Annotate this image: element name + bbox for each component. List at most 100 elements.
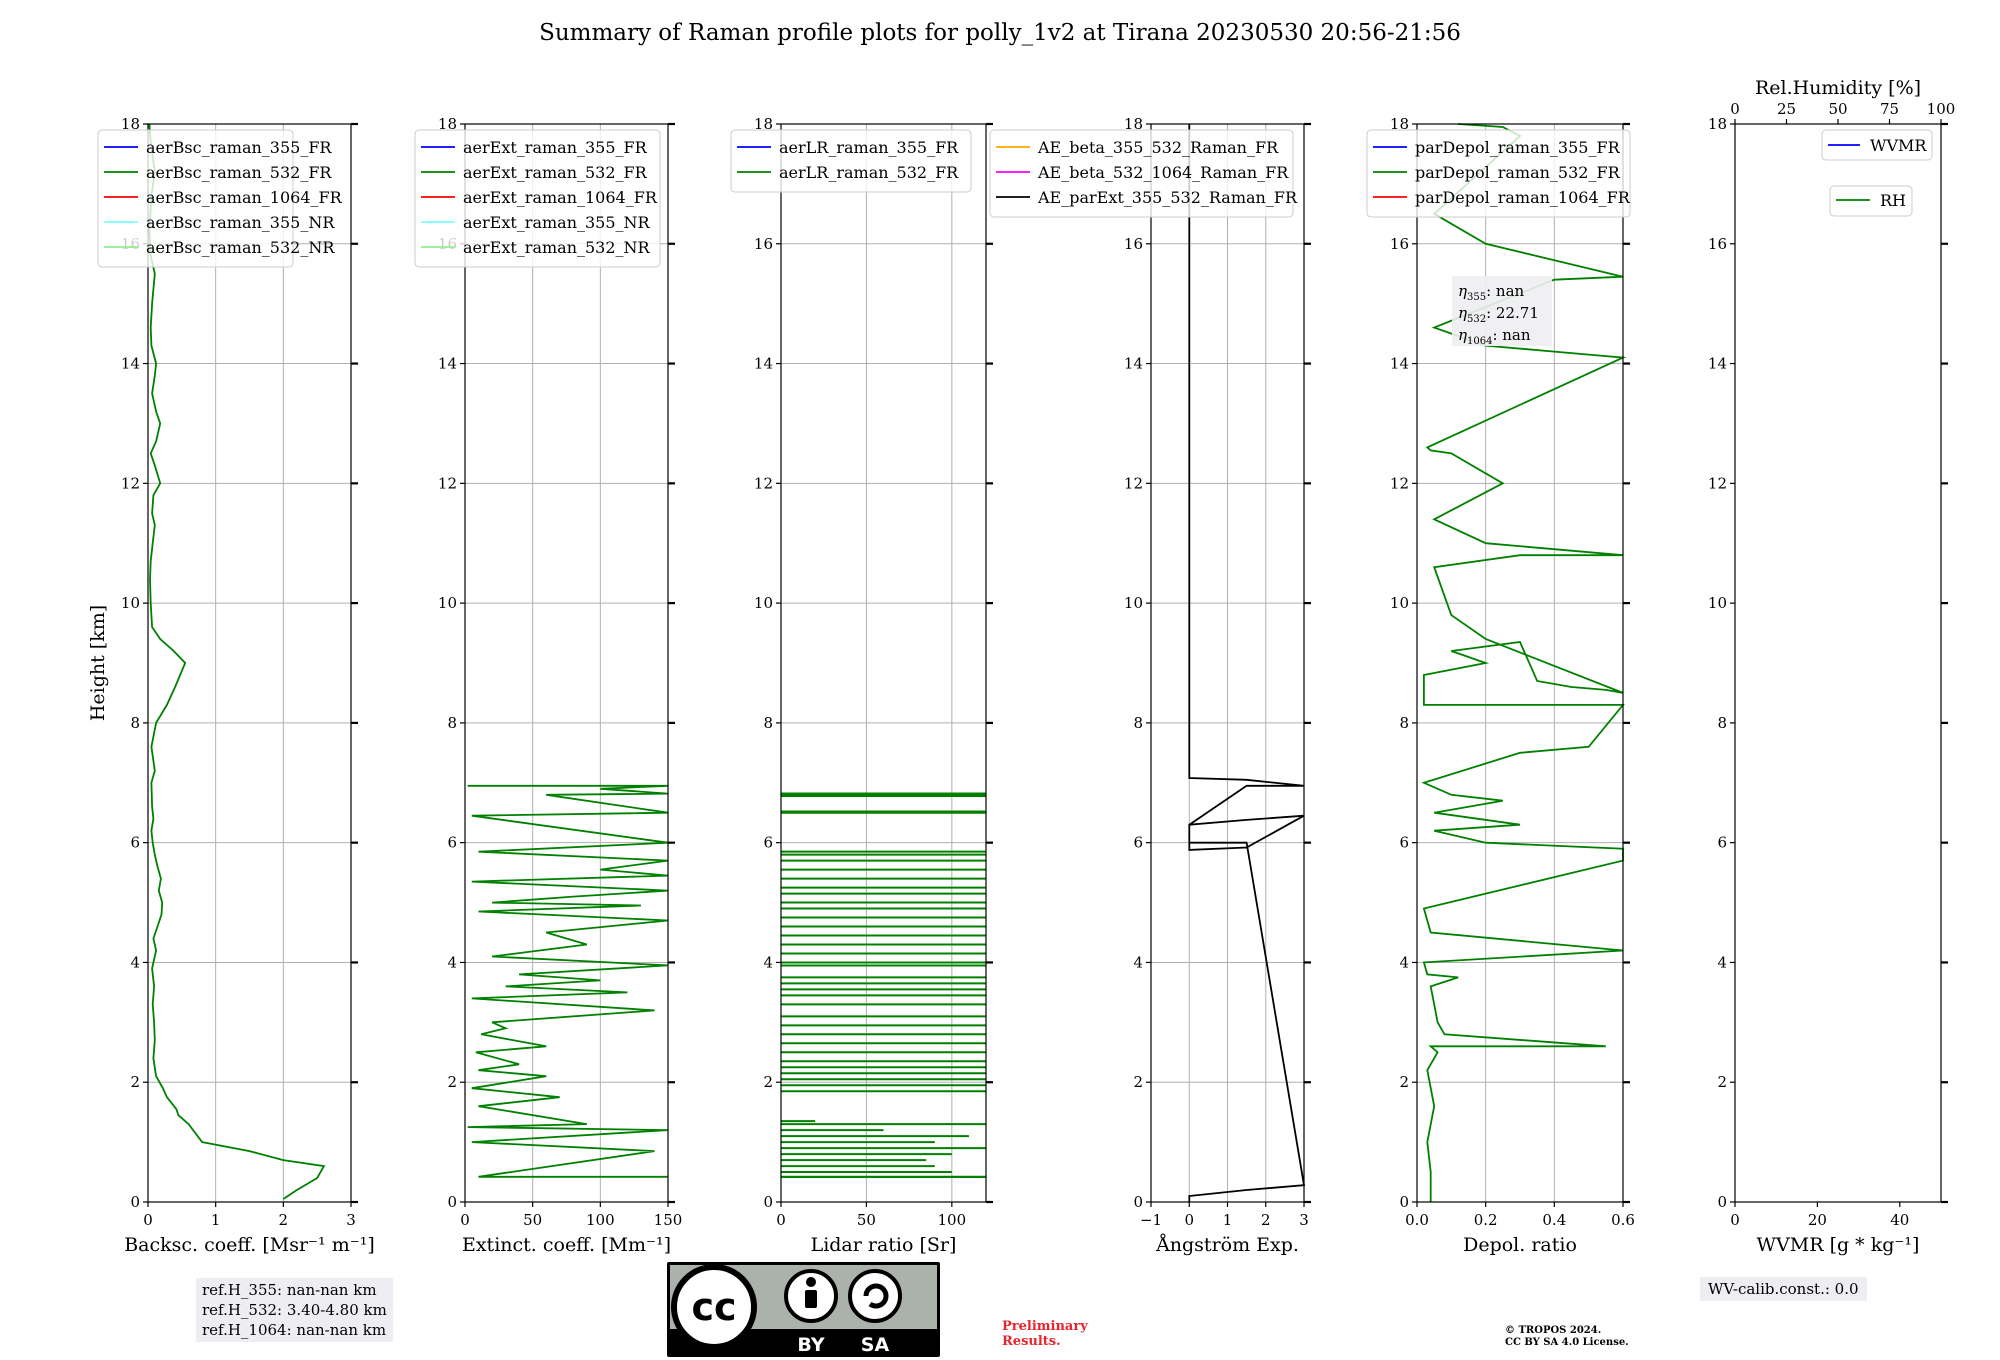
x-tick-label: 0: [1184, 1211, 1194, 1229]
legend-entry: aerExt_raman_532_FR: [463, 163, 648, 182]
legend-entry: aerExt_raman_355_NR: [463, 213, 651, 232]
legend-entry: parDepol_raman_355_FR: [1415, 138, 1621, 157]
y-tick-label: 18: [438, 115, 457, 133]
legend-entry: aerExt_raman_532_NR: [463, 238, 651, 257]
x-tick-label: 3: [346, 1211, 356, 1229]
y-tick-label: 8: [1133, 714, 1143, 732]
y-tick-label: 2: [1133, 1073, 1143, 1091]
y-tick-label: 14: [1708, 355, 1727, 373]
x-tick-label: 0: [143, 1211, 153, 1229]
y-tick-label: 6: [130, 834, 140, 852]
y-tick-label: 6: [1717, 834, 1727, 852]
x-tick-label: 0: [1730, 1211, 1740, 1229]
x-tick-label: 0: [460, 1211, 470, 1229]
y-tick-label: 12: [1390, 474, 1409, 492]
y-tick-label: 6: [763, 834, 773, 852]
series-line-aerExt_raman_532_FR: [467, 784, 669, 1178]
legend-entry: aerBsc_raman_532_FR: [146, 163, 332, 182]
ref-height-1064: ref.H_1064: nan-nan km: [202, 1321, 387, 1339]
legend-entry: aerLR_raman_532_FR: [779, 163, 959, 182]
y-tick-label: 16: [754, 235, 773, 253]
legend-box: [97, 129, 294, 268]
x2-axis-label: Rel.Humidity [%]: [1755, 77, 1921, 99]
copyright-line-1: © TROPOS 2024.: [1505, 1325, 1602, 1336]
preliminary-line-2: Results.: [1002, 1334, 1061, 1349]
y-tick-label: 12: [121, 474, 140, 492]
legend-entry: parDepol_raman_1064_FR: [1415, 188, 1631, 207]
x-tick-label: 50: [857, 1211, 876, 1229]
x-axis-label: WVMR [g * kg⁻¹]: [1757, 1234, 1920, 1256]
legend-entry: aerBsc_raman_355_FR: [146, 138, 332, 157]
sa-icon-circle: [848, 1269, 902, 1323]
y-tick-label: 14: [754, 355, 773, 373]
y-tick-label: 8: [763, 714, 773, 732]
by-icon-head: [806, 1277, 816, 1287]
sa-label: SA: [861, 1334, 890, 1356]
x-tick-label: 100: [938, 1211, 967, 1229]
figure-title: Summary of Raman profile plots for polly…: [539, 20, 1461, 46]
x-tick-label: 0.0: [1405, 1211, 1429, 1229]
legend-entry: AE_beta_532_1064_Raman_FR: [1037, 163, 1289, 182]
y-tick-label: 18: [121, 115, 140, 133]
legend-entry: parDepol_raman_532_FR: [1415, 163, 1621, 182]
y-tick-label: 10: [1708, 594, 1727, 612]
y-tick-label: 16: [1390, 235, 1409, 253]
y-tick-label: 2: [763, 1073, 773, 1091]
legend-box-wvmr: [1821, 129, 1933, 161]
plot-frame: [780, 123, 987, 1203]
y-tick-label: 6: [447, 834, 457, 852]
legend-entry: AE_parExt_355_532_Raman_FR: [1037, 188, 1298, 207]
x2-tick-label: 75: [1880, 100, 1899, 118]
y-tick-label: 12: [438, 474, 457, 492]
y-tick-label: 2: [1717, 1073, 1727, 1091]
x-tick-label: 2: [279, 1211, 289, 1229]
plot-frame: [464, 123, 669, 1203]
x-tick-label: 40: [1890, 1211, 1909, 1229]
y-tick-label: 2: [1399, 1073, 1409, 1091]
y-tick-label: 6: [1133, 834, 1143, 852]
x-axis-label: Depol. ratio: [1463, 1234, 1577, 1256]
x-tick-label: 1: [1223, 1211, 1233, 1229]
y-tick-label: 0: [1717, 1193, 1727, 1211]
legend-box-rh: [1829, 185, 1913, 217]
by-label: BY: [797, 1334, 824, 1356]
x2-tick-label: 50: [1828, 100, 1847, 118]
x-tick-label: 0.4: [1542, 1211, 1566, 1229]
x-tick-label: 2: [1261, 1211, 1271, 1229]
panel-ext: 024681012141618050100150Extinct. coeff. …: [414, 115, 682, 1256]
y-tick-label: 12: [1708, 474, 1727, 492]
ref-height-532: ref.H_532: 3.40-4.80 km: [202, 1301, 387, 1319]
y-tick-label: 0: [447, 1193, 457, 1211]
y-tick-label: 18: [754, 115, 773, 133]
x-axis-label: Lidar ratio [Sr]: [811, 1234, 957, 1256]
y-axis-label: Height [km]: [87, 605, 109, 721]
legend-entry: aerBsc_raman_355_NR: [146, 213, 335, 232]
series-line-parDepol_raman_532_FR: [1421, 123, 1627, 1202]
y-tick-label: 8: [130, 714, 140, 732]
y-tick-label: 18: [1124, 115, 1143, 133]
y-tick-label: 10: [438, 594, 457, 612]
y-tick-label: 14: [1124, 355, 1143, 373]
eta-box-bg: [1452, 276, 1552, 346]
y-tick-label: 8: [1717, 714, 1727, 732]
series-line-aerBsc_raman_532_FR: [148, 123, 326, 1200]
y-tick-label: 16: [1124, 235, 1143, 253]
panel-depol: 0 2 4 6 8 10 12 14 16 18 0.0 0.2 0.4 0.6 Depol. ratio p…: [1366, 115, 1635, 1256]
x-tick-label: 1: [211, 1211, 221, 1229]
x-tick-label: 50: [523, 1211, 542, 1229]
y-tick-label: 2: [130, 1073, 140, 1091]
copyright-line-2: CC BY SA 4.0 License.: [1505, 1337, 1629, 1348]
y-tick-label: 4: [130, 953, 140, 971]
legend-box: [1366, 129, 1631, 218]
x-axis-label: Extinct. coeff. [Mm⁻¹]: [462, 1234, 671, 1256]
legend-entry: aerLR_raman_355_FR: [779, 138, 959, 157]
legend-box: [730, 129, 972, 193]
x-tick-label: 3: [1299, 1211, 1309, 1229]
y-tick-label: 8: [447, 714, 457, 732]
y-tick-label: 16: [1708, 235, 1727, 253]
panel-lr: 0 2 4 6 8 10 12 14 16 18 0 50 100 Lidar ratio [Sr] aer…: [730, 115, 993, 1256]
cc-by-sa-logo: cc BY SA: [667, 1262, 940, 1357]
